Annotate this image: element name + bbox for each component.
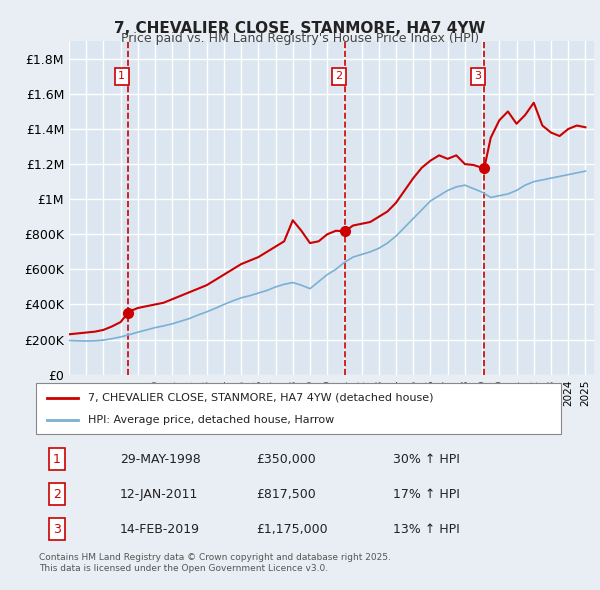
Text: Price paid vs. HM Land Registry's House Price Index (HPI): Price paid vs. HM Land Registry's House … [121,32,479,45]
Text: 30% ↑ HPI: 30% ↑ HPI [393,453,460,466]
Text: 2: 2 [53,487,61,501]
Text: 2: 2 [335,71,343,81]
Text: 7, CHEVALIER CLOSE, STANMORE, HA7 4YW (detached house): 7, CHEVALIER CLOSE, STANMORE, HA7 4YW (d… [89,392,434,402]
Text: 29-MAY-1998: 29-MAY-1998 [120,453,201,466]
Text: 13% ↑ HPI: 13% ↑ HPI [393,523,460,536]
Text: £1,175,000: £1,175,000 [257,523,328,536]
Text: 17% ↑ HPI: 17% ↑ HPI [393,487,460,501]
Text: 1: 1 [53,453,61,466]
Text: 14-FEB-2019: 14-FEB-2019 [120,523,200,536]
Text: Contains HM Land Registry data © Crown copyright and database right 2025.
This d: Contains HM Land Registry data © Crown c… [39,553,391,573]
Text: 3: 3 [475,71,482,81]
Text: £817,500: £817,500 [257,487,316,501]
Text: 12-JAN-2011: 12-JAN-2011 [120,487,199,501]
Text: £350,000: £350,000 [257,453,316,466]
Text: 7, CHEVALIER CLOSE, STANMORE, HA7 4YW: 7, CHEVALIER CLOSE, STANMORE, HA7 4YW [115,21,485,35]
Text: 1: 1 [118,71,125,81]
FancyBboxPatch shape [36,384,561,434]
Text: HPI: Average price, detached house, Harrow: HPI: Average price, detached house, Harr… [89,415,335,425]
Text: 3: 3 [53,523,61,536]
